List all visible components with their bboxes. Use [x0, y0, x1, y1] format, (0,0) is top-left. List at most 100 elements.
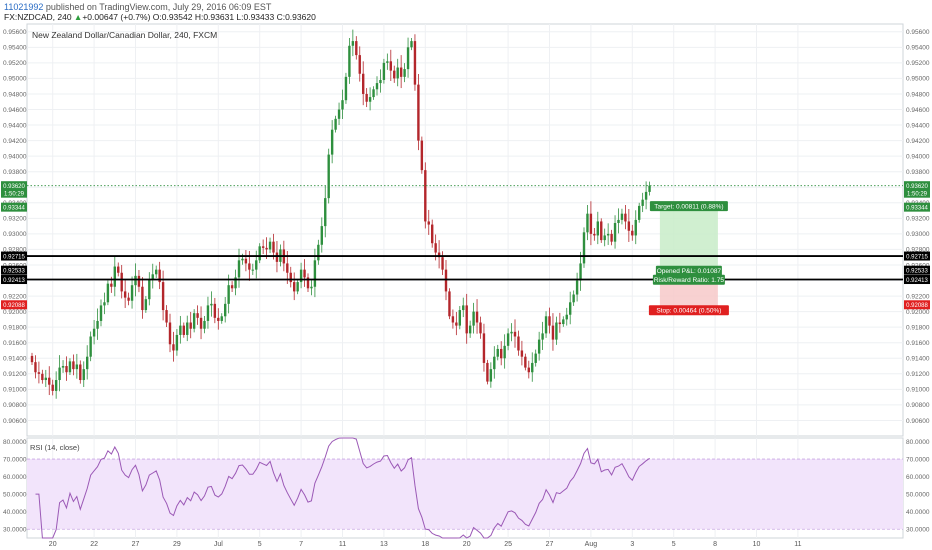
candle-body	[217, 317, 220, 321]
y-tick-label: 0.95000	[906, 76, 930, 83]
y-tick-label: 0.91400	[906, 356, 930, 363]
candle-body	[89, 336, 92, 357]
candle-body	[37, 372, 41, 374]
candle-body	[334, 118, 337, 130]
y-tick-label: 0.90600	[906, 418, 930, 425]
y-tick-label: 0.95200	[3, 60, 27, 67]
candle-body	[313, 260, 317, 287]
rsi-tick-label: 30.0000	[906, 527, 930, 534]
candle-body	[486, 362, 489, 382]
candle-body	[130, 285, 134, 301]
candle-body	[120, 272, 123, 292]
candle-body	[631, 230, 634, 236]
candle-body	[106, 283, 110, 303]
candle-body	[472, 311, 475, 326]
qty-tag	[904, 188, 930, 198]
candle-body	[244, 258, 248, 264]
y-tick-label: 0.93800	[906, 169, 930, 176]
candle-body	[500, 348, 503, 359]
candle-body	[641, 199, 644, 206]
candle-body	[255, 260, 258, 270]
candle-body	[148, 278, 151, 300]
y-tick-label: 0.91800	[906, 324, 930, 331]
y-tick-label: 0.94800	[3, 91, 27, 98]
symbol-info: FX:NZDCAD, 240 ▲+0.00647 (+0.7%) O:0.935…	[4, 12, 316, 22]
candle-body	[524, 356, 527, 368]
y-tick-label: 0.92200	[906, 293, 930, 300]
candle-body	[186, 322, 189, 335]
candle-body	[382, 62, 386, 80]
candle-body	[65, 366, 68, 373]
rsi-tick-label: 70.0000	[906, 456, 930, 463]
candle-body	[303, 269, 306, 278]
candle-body	[272, 241, 275, 253]
candle-body	[434, 243, 437, 253]
candle-body	[562, 319, 565, 325]
candle-body	[344, 76, 348, 101]
candle-body	[44, 377, 47, 381]
candle-body	[589, 213, 593, 234]
x-tick-label: Jul	[214, 541, 223, 548]
candle-body	[634, 219, 637, 236]
candle-body	[72, 361, 75, 370]
candle-body	[203, 320, 206, 329]
candle-body	[220, 316, 223, 321]
candle-body	[569, 302, 572, 315]
candle-body	[34, 362, 37, 373]
username-link[interactable]: 11021992	[4, 2, 44, 12]
candle-body	[610, 233, 613, 242]
candle-body	[296, 282, 299, 292]
x-tick-label: Aug	[585, 541, 598, 548]
candle-body	[86, 356, 89, 370]
target-label-text: Target: 0.00811 (0.88%)	[654, 204, 723, 211]
candle-body	[606, 233, 610, 236]
candle-body	[306, 277, 310, 289]
level-price-tag-label: 0.92715	[3, 254, 25, 260]
rsi-title: RSI (14, close)	[30, 443, 80, 452]
rsi-tick-label: 40.0000	[906, 509, 930, 516]
candle-body	[48, 377, 51, 385]
target-price-tag	[904, 202, 930, 212]
candle-body	[648, 185, 651, 192]
y-tick-label: 0.90600	[3, 418, 27, 425]
opened-pnl-label-text: Opened P&L: 0.01087	[657, 268, 722, 275]
candle-body	[79, 364, 82, 381]
x-tick-label: 3	[630, 541, 634, 548]
candle-body	[582, 232, 586, 264]
candle-body	[644, 191, 648, 200]
candle-body	[396, 67, 399, 79]
current-price-tag-label: 0.93620	[906, 184, 928, 190]
candle-body	[261, 246, 265, 248]
candle-body	[493, 356, 496, 370]
candle-body	[286, 263, 289, 273]
level-price-tag	[1, 275, 27, 285]
candle-body	[399, 67, 403, 77]
candle-body	[51, 384, 54, 391]
candle-body	[275, 252, 279, 262]
candle-body	[341, 100, 344, 110]
candle-body	[372, 89, 375, 98]
candle-body	[393, 70, 396, 79]
candle-body	[468, 325, 472, 334]
candle-body	[117, 266, 120, 273]
candle-body	[206, 305, 210, 321]
candle-body	[227, 285, 230, 304]
y-tick-label: 0.92800	[906, 247, 930, 254]
x-tick-label: 27	[546, 541, 554, 548]
y-tick-label: 0.91000	[906, 387, 930, 394]
candle-body	[268, 241, 272, 250]
candle-body	[299, 269, 303, 283]
candle-body	[596, 221, 599, 236]
candle-body	[462, 305, 465, 311]
candle-body	[600, 221, 603, 241]
candle-body	[389, 61, 392, 71]
current-price-tag-label: 0.93620	[3, 184, 25, 190]
candle-body	[41, 373, 44, 381]
y-tick-label: 0.92800	[3, 247, 27, 254]
candle-body	[158, 269, 161, 283]
candle-body	[455, 322, 458, 326]
candle-body	[358, 55, 361, 74]
candle-body	[413, 41, 417, 85]
candle-body	[451, 316, 455, 323]
